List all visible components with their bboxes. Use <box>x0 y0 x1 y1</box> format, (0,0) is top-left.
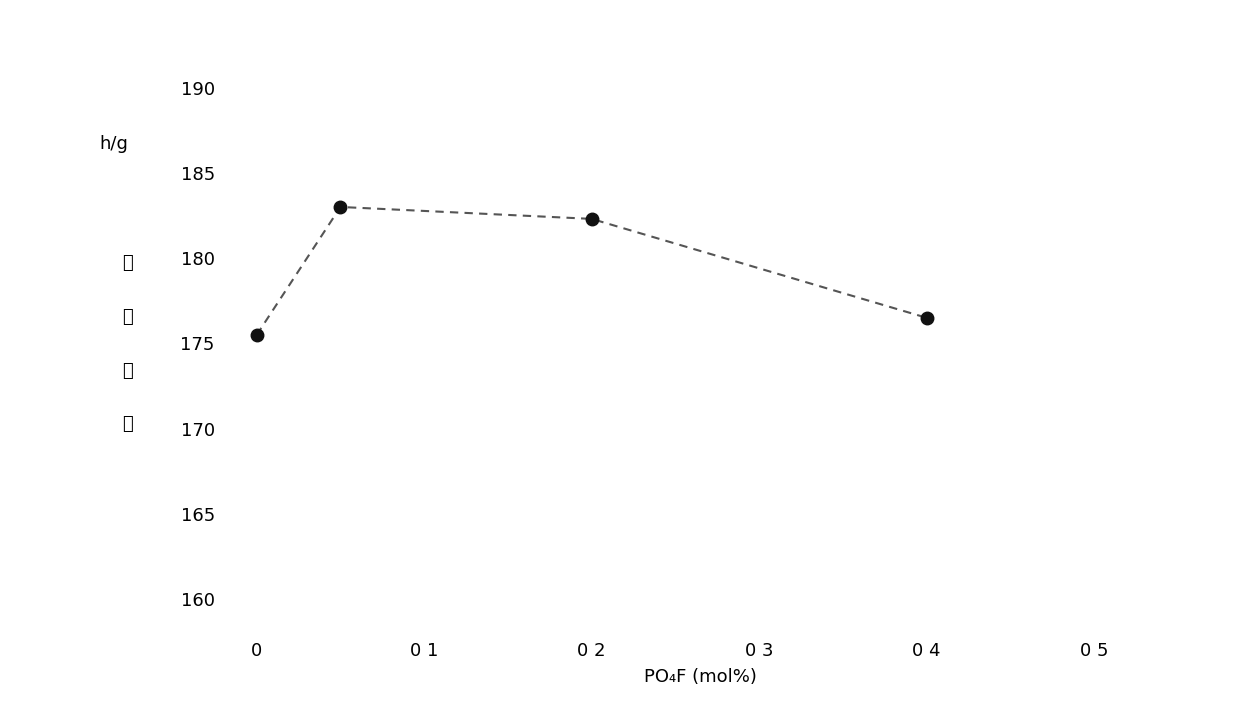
Text: 量: 量 <box>123 416 133 433</box>
Text: 始: 始 <box>123 308 133 326</box>
Text: 初: 初 <box>123 254 133 272</box>
Text: 容: 容 <box>123 362 133 380</box>
Text: h/g: h/g <box>99 135 128 153</box>
X-axis label: PO₄F (mol%): PO₄F (mol%) <box>644 668 758 686</box>
